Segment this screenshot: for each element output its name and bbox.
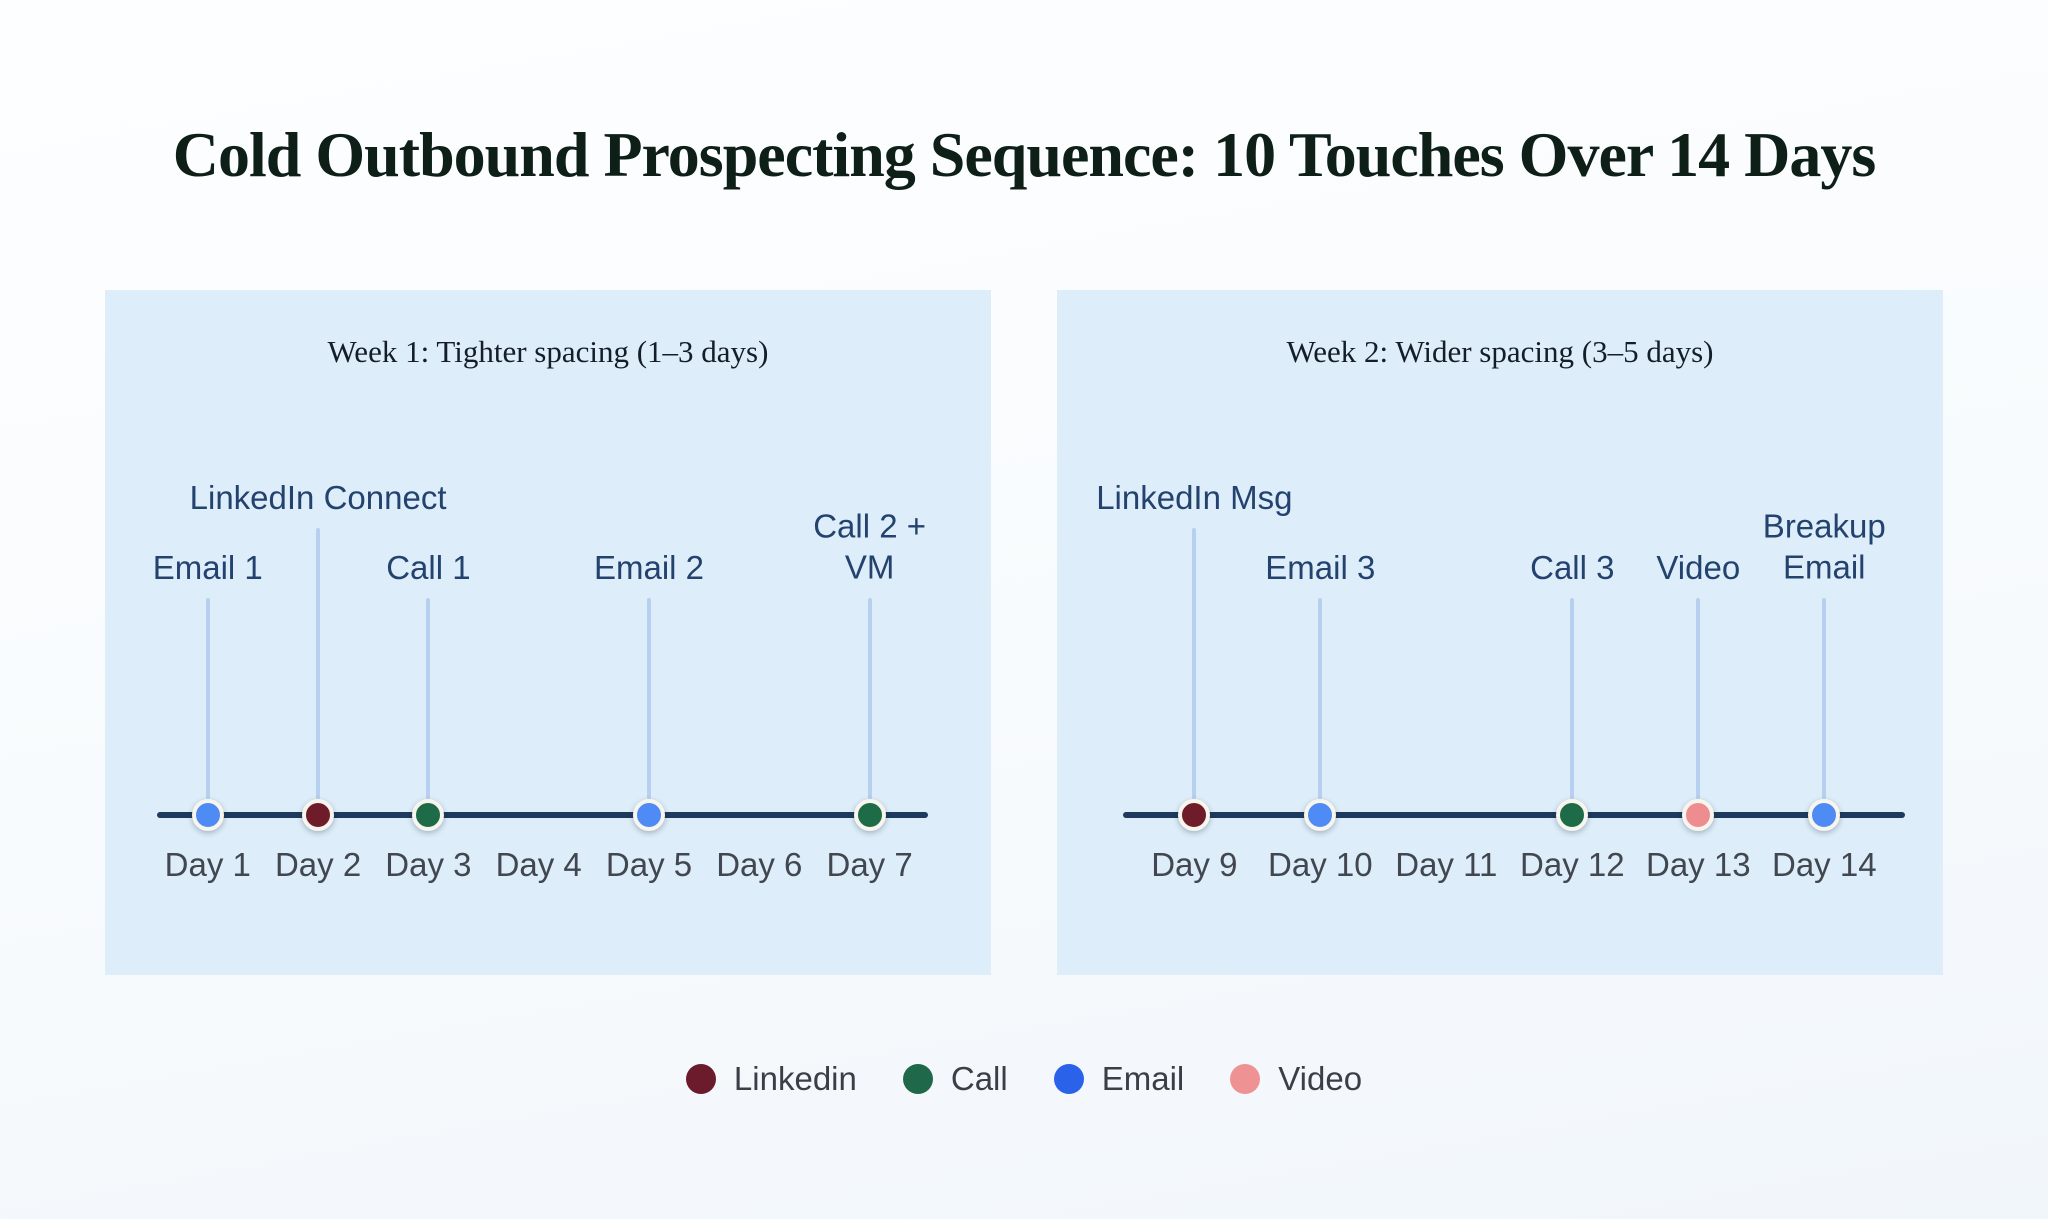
day-tick-label: Day 4	[495, 846, 582, 883]
timeline-dot-linkedin	[1178, 799, 1211, 831]
legend-label: Linkedin	[733, 1060, 857, 1097]
touch-connector-line	[1192, 528, 1197, 799]
legend-item-linkedin: Linkedin	[685, 1060, 857, 1098]
legend-dot-linkedin	[685, 1064, 716, 1094]
touch-label-call: Call 2 + VM	[813, 507, 927, 586]
day-tick-label: Day 13	[1646, 846, 1751, 883]
timeline-dot-linkedin	[302, 799, 335, 831]
touch-connector-line	[1822, 598, 1827, 799]
day-tick-label: Day 11	[1395, 846, 1498, 883]
touch-connector-line	[1696, 598, 1701, 799]
touch-label-email: Email 3	[1265, 548, 1376, 586]
timeline-dot-email	[191, 799, 224, 831]
timeline-dot-video	[1682, 799, 1715, 831]
day-tick-label: Day 9	[1151, 846, 1238, 883]
timeline-dot-call	[853, 799, 886, 831]
day-tick-label: Day 7	[826, 846, 913, 883]
legend-item-email: Email	[1053, 1060, 1185, 1098]
week2-timeline: Day 9 Day 10 Day 11 Day 12 Day 13 Day 14 Linke…	[1057, 290, 1943, 975]
touch-label-linkedin: LinkedIn Msg	[1096, 478, 1293, 516]
legend-dot-call	[902, 1064, 933, 1094]
touch-connector-line	[316, 528, 321, 799]
touch-label-email: Breakup Email	[1762, 507, 1886, 586]
touch-connector-line	[867, 598, 872, 799]
touch-label-linkedin: LinkedIn Connect	[189, 478, 447, 516]
timeline-dot-email	[1808, 799, 1841, 831]
week1-timeline: Day 1 Day 2 Day 3 Day 4 Day 5 Day 6 Day 7 Email…	[105, 290, 991, 975]
day-tick-label: Day 1	[164, 846, 251, 883]
touch-connector-line	[1570, 598, 1575, 799]
legend-item-video: Video	[1230, 1060, 1362, 1098]
touch-connector-line	[647, 598, 651, 799]
day-tick-label: Day 10	[1268, 846, 1373, 883]
legend-dot-email	[1053, 1064, 1084, 1094]
day-tick-label: Day 5	[605, 846, 693, 883]
timeline-dot-call	[412, 799, 445, 831]
timeline-dot-email	[1304, 799, 1337, 831]
touch-connector-line	[205, 598, 210, 799]
day-tick-label: Day 14	[1771, 846, 1877, 883]
week1-panel-title: Week 1: Tighter spacing (1–3 days)	[327, 334, 769, 369]
legend-label: Email	[1101, 1060, 1185, 1097]
touch-label-call: Call 1	[386, 548, 471, 586]
week2-panel: Week 2: Wider spacing (3–5 days) Day 9 Da…	[1057, 290, 1943, 975]
week1-panel: Week 1: Tighter spacing (1–3 days) Day 1…	[105, 290, 991, 975]
legend: Linkedin Call Email Video	[0, 1060, 2048, 1098]
day-tick-label: Day 12	[1520, 846, 1625, 883]
touch-label-email: Email 1	[152, 548, 263, 586]
day-tick-label: Day 6	[716, 846, 803, 883]
legend-dot-video	[1230, 1064, 1261, 1094]
legend-label: Call	[950, 1060, 1008, 1097]
day-tick-label: Day 3	[385, 846, 472, 883]
timeline-dot-call	[1556, 799, 1589, 831]
legend-label: Video	[1278, 1060, 1363, 1097]
timeline-axis-line	[157, 812, 929, 818]
timeline-dot-email	[633, 799, 665, 831]
page-title: Cold Outbound Prospecting Sequence: 10 T…	[172, 119, 1876, 190]
timeline-axis-line	[1123, 812, 1905, 818]
day-tick-label: Day 2	[274, 846, 362, 883]
touch-label-video: Video	[1656, 548, 1741, 586]
touch-connector-line	[426, 598, 431, 799]
touch-label-call: Call 3	[1530, 548, 1615, 586]
legend-item-call: Call	[902, 1060, 1008, 1098]
touch-label-email: Email 2	[593, 548, 705, 586]
week2-panel-title: Week 2: Wider spacing (3–5 days)	[1286, 334, 1714, 369]
touch-connector-line	[1318, 598, 1323, 799]
